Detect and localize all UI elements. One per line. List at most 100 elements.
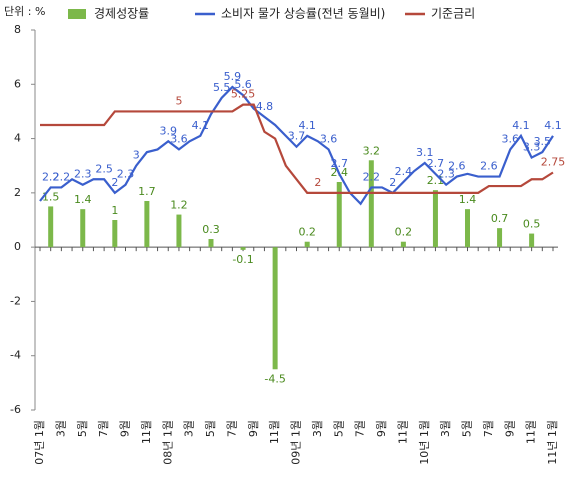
- line-label: 2.7: [331, 157, 349, 170]
- line-label: 4.8: [256, 100, 274, 113]
- x-tick-label: 11월: [525, 420, 538, 444]
- line-label: 2.4: [395, 165, 413, 178]
- y-tick-label: 6: [14, 77, 21, 90]
- y-tick-label: 4: [14, 132, 21, 145]
- bar-label: 3.2: [363, 144, 381, 157]
- line-label: 3: [133, 149, 140, 162]
- x-tick-label: 3월: [183, 420, 196, 437]
- bar: [48, 206, 54, 248]
- line-label: 2.2: [363, 170, 381, 183]
- x-tick-label: 08년 1월: [161, 420, 174, 465]
- line-label: 2.6: [448, 160, 466, 173]
- line-label: 3.6: [320, 132, 338, 145]
- y-tick-label: 8: [14, 23, 21, 36]
- line-label: 4.1: [512, 119, 530, 132]
- bar-label: 1.4: [459, 193, 477, 206]
- unit-label: 단위 : %: [4, 5, 45, 18]
- x-tick-label: 11년 1월: [546, 420, 559, 465]
- y-tick-label: 0: [14, 240, 21, 253]
- y-tick-label: -4: [10, 349, 21, 362]
- x-tick-label: 7월: [354, 420, 367, 437]
- line-label: 5.9: [224, 70, 242, 83]
- legend-label: 기준금리: [431, 7, 475, 21]
- x-tick-label: 10년 1월: [418, 420, 431, 465]
- line-label: 4.1: [192, 119, 210, 132]
- line-label: 5.6: [234, 78, 252, 91]
- bar-label: 1.7: [138, 185, 156, 198]
- line-label: 2.2: [53, 170, 71, 183]
- x-tick-label: 7월: [482, 420, 495, 437]
- x-tick-label: 9월: [503, 420, 516, 437]
- bar: [465, 209, 470, 248]
- x-tick-label: 9월: [375, 420, 388, 437]
- bar-label: 1: [111, 204, 118, 217]
- line-label: 3.6: [502, 132, 520, 145]
- bar-label: 1.2: [170, 199, 188, 212]
- x-tick-label: 5월: [332, 420, 345, 437]
- bar-label: 0.5: [523, 218, 541, 231]
- y-tick-label: -2: [10, 294, 21, 307]
- bar-label: 1.4: [74, 193, 92, 206]
- line-label: 3.7: [288, 130, 306, 143]
- bar: [144, 201, 150, 248]
- bar: [80, 209, 86, 248]
- legend-label: 경제성장률: [94, 7, 149, 21]
- bar: [304, 241, 310, 248]
- bar-label: -4.5: [264, 372, 285, 385]
- bar: [497, 228, 503, 248]
- x-tick-label: 09년 1월: [290, 420, 303, 465]
- x-tick-label: 07년 1월: [33, 420, 46, 465]
- y-tick-label: 2: [14, 186, 21, 199]
- bar: [112, 220, 118, 248]
- line-label: 5: [175, 94, 182, 107]
- line-label: 3.9: [160, 124, 178, 137]
- bar: [368, 160, 374, 248]
- bar: [240, 247, 246, 250]
- bar-label: 0.7: [491, 212, 509, 225]
- line-label: 2.2: [42, 170, 60, 183]
- x-tick-label: 3월: [311, 420, 324, 437]
- y-tick-label: -6: [10, 403, 21, 416]
- line-label: 2.6: [480, 160, 498, 173]
- line-label: 3.6: [170, 132, 188, 145]
- bar: [432, 190, 438, 248]
- x-tick-label: 5월: [76, 420, 89, 437]
- x-tick-label: 7월: [225, 420, 238, 437]
- x-tick-label: 5월: [461, 420, 474, 437]
- bar-label: -0.1: [232, 253, 253, 266]
- legend-label: 소비자 물가 상승률(전년 동월비): [221, 7, 385, 21]
- line: [39, 85, 554, 206]
- line-label: 5.5: [213, 81, 231, 94]
- line-label: 2.3: [74, 168, 92, 181]
- bar-label: 0.2: [298, 226, 316, 239]
- x-tick-label: 3월: [439, 420, 452, 437]
- line-label: 2: [111, 176, 118, 189]
- line-label: 4.1: [298, 119, 316, 132]
- line-label: 2.3: [437, 168, 455, 181]
- bar: [529, 233, 535, 248]
- line-label: 2.7: [427, 157, 445, 170]
- bar: [208, 239, 214, 248]
- line-label: 3.5: [534, 135, 552, 148]
- x-tick-label: 5월: [204, 420, 217, 437]
- line: [40, 103, 554, 194]
- x-tick-label: 11월: [268, 420, 281, 444]
- bar: [336, 182, 342, 248]
- x-tick-label: 9월: [247, 420, 260, 437]
- x-tick-label: 11월: [396, 420, 409, 444]
- line-label: 2.3: [117, 168, 135, 181]
- bar-label: 0.3: [202, 223, 220, 236]
- line-label: 5.25: [231, 88, 256, 101]
- bar: [176, 214, 182, 248]
- line-label: 3.1: [416, 146, 434, 159]
- bar: [400, 241, 406, 248]
- line-label: 2.75: [541, 156, 566, 169]
- x-tick-label: 7월: [97, 420, 110, 437]
- line-label: 4.1: [544, 119, 562, 132]
- line-label: 2: [389, 176, 396, 189]
- line-label: 2: [314, 176, 321, 189]
- bar: [272, 247, 278, 370]
- x-tick-label: 9월: [119, 420, 132, 437]
- bar-label: 0.2: [395, 226, 413, 239]
